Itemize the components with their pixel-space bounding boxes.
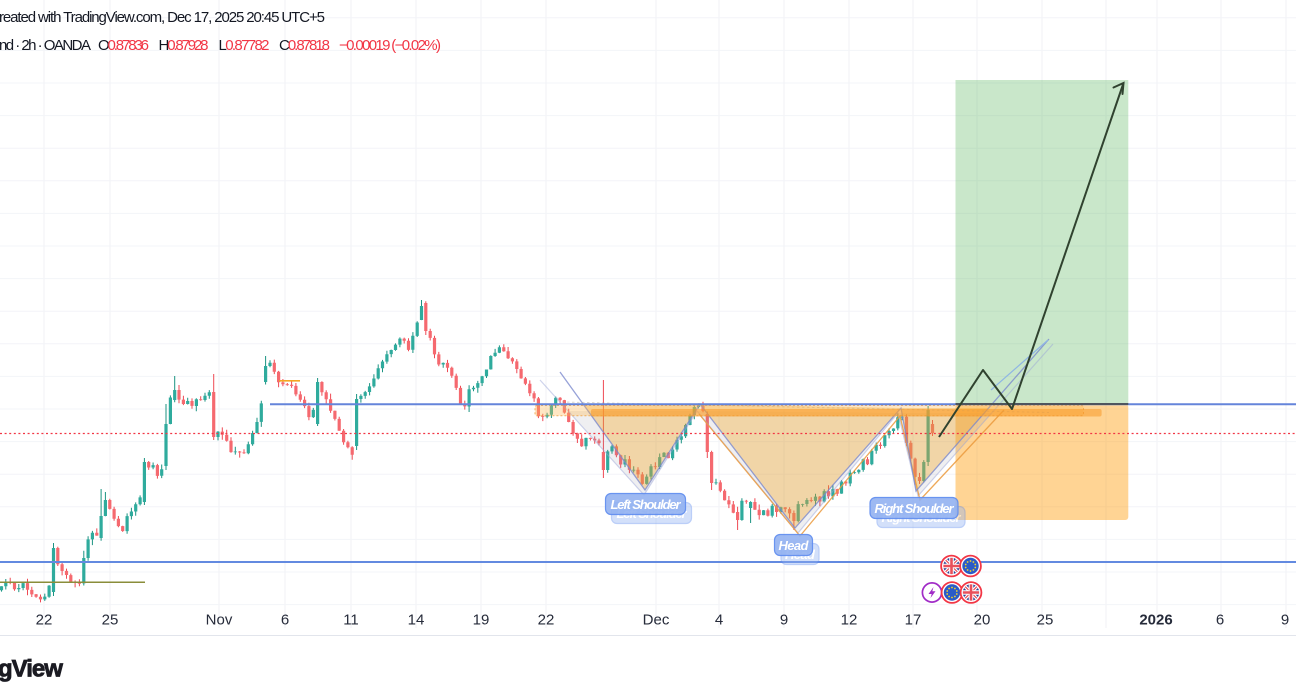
svg-text:6: 6	[281, 612, 289, 629]
svg-text:25: 25	[102, 612, 119, 629]
svg-text:Head: Head	[779, 538, 810, 553]
svg-text:12: 12	[841, 612, 858, 629]
svg-text:C0.87818: C0.87818	[279, 37, 330, 54]
svg-text:4: 4	[715, 612, 723, 629]
svg-text:Nov: Nov	[206, 612, 233, 629]
svg-text:9: 9	[1281, 612, 1289, 629]
svg-text:H0.87928: H0.87928	[159, 37, 209, 54]
svg-text:Dec: Dec	[643, 612, 670, 629]
svg-text:gView: gView	[0, 656, 63, 683]
svg-text:reated with TradingView.com, D: reated with TradingView.com, Dec 17, 202…	[0, 9, 325, 26]
svg-text:20: 20	[974, 612, 991, 629]
svg-text:O0.87836: O0.87836	[98, 37, 149, 54]
svg-text:11: 11	[343, 612, 359, 629]
svg-text:14: 14	[408, 612, 425, 629]
svg-text:22: 22	[538, 612, 555, 629]
svg-text:19: 19	[473, 612, 490, 629]
svg-text:22: 22	[36, 612, 53, 629]
svg-text:2026: 2026	[1139, 612, 1172, 629]
svg-text:L0.87782: L0.87782	[219, 37, 270, 54]
svg-text:25: 25	[1037, 612, 1054, 629]
svg-text:Right Shoulder: Right Shoulder	[875, 501, 955, 516]
svg-text:nd · 2h · OANDA: nd · 2h · OANDA	[0, 37, 91, 54]
svg-text:9: 9	[780, 612, 788, 629]
svg-text:Left Shoulder: Left Shoulder	[611, 497, 682, 512]
svg-text:6: 6	[1216, 612, 1224, 629]
svg-text:17: 17	[905, 612, 922, 629]
svg-text:−0.00019 (−0.02%): −0.00019 (−0.02%)	[339, 37, 441, 54]
